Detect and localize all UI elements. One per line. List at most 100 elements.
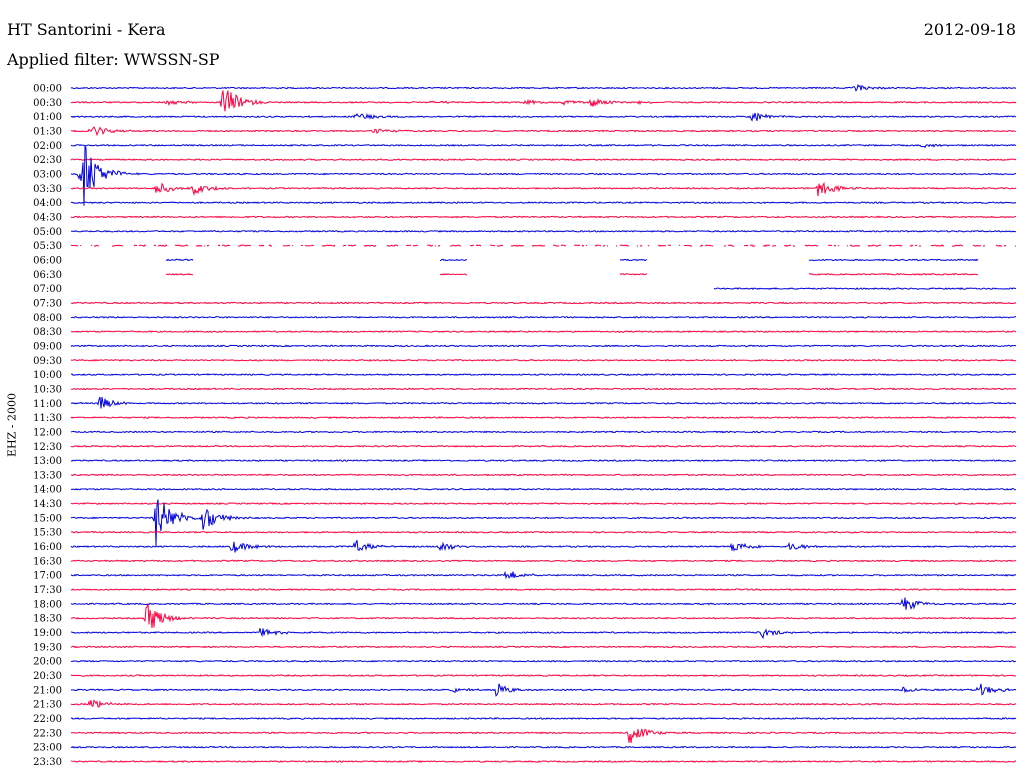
- time-tick-label: 16:00: [33, 542, 62, 553]
- time-tick-label: 19:30: [33, 642, 62, 653]
- time-tick-label: 23:00: [33, 743, 62, 754]
- trace-line: [70, 645, 1017, 649]
- time-tick-label: 20:00: [33, 657, 62, 668]
- time-tick-label: 15:30: [33, 528, 62, 539]
- trace-line: [70, 83, 1017, 92]
- trace-line: [70, 416, 1017, 419]
- time-tick-label: 13:00: [33, 456, 62, 467]
- time-tick-label: 11:30: [33, 413, 62, 424]
- time-tick-label: 17:00: [33, 571, 62, 582]
- time-tick-label: 02:30: [33, 155, 62, 166]
- time-tick-label: 09:00: [33, 341, 62, 352]
- trace-line: [70, 396, 1017, 409]
- time-tick-label: 00:00: [33, 84, 62, 95]
- trace-line: [70, 570, 1017, 580]
- trace-line: [70, 499, 1017, 546]
- time-tick-label: 18:00: [33, 599, 62, 610]
- time-tick-label: 05:00: [33, 227, 62, 238]
- time-tick-label: 18:30: [33, 614, 62, 625]
- trace-line: [70, 459, 1017, 462]
- time-tick-label: 09:30: [33, 356, 62, 367]
- time-tick-label: 14:00: [33, 485, 62, 496]
- trace-line: [165, 258, 979, 262]
- trace-line: [70, 728, 1017, 744]
- trace-line: [70, 674, 1016, 677]
- time-tick-label: 00:30: [33, 98, 62, 109]
- time-tick-label: 21:00: [33, 685, 62, 696]
- time-tick-label: 11:00: [33, 399, 62, 410]
- trace-line: [71, 181, 1017, 197]
- trace-line: [70, 344, 1017, 348]
- time-tick-label: 04:00: [33, 198, 62, 209]
- trace-line: [70, 487, 1016, 491]
- station-title: HT Santorini - Kera: [7, 20, 166, 39]
- time-tick-label: 05:30: [33, 241, 62, 252]
- trace-line: [70, 201, 1017, 204]
- trace-line: [70, 502, 1017, 505]
- time-tick-label: 12:30: [33, 442, 62, 453]
- trace-line: [70, 628, 1017, 640]
- trace-line: [70, 143, 1017, 149]
- trace-line: [70, 659, 1017, 663]
- time-tick-label: 14:30: [33, 499, 62, 510]
- time-tick-label: 10:30: [33, 384, 62, 395]
- trace-line: [70, 315, 1016, 319]
- time-tick-label: 07:00: [33, 284, 62, 295]
- trace-line: [70, 430, 1017, 434]
- trace-line: [70, 444, 1017, 448]
- time-tick-label: 16:30: [33, 556, 62, 567]
- trace-line: [70, 530, 1017, 534]
- time-tick-label: 21:30: [33, 700, 62, 711]
- record-date: 2012-09-18: [923, 20, 1016, 39]
- trace-line: [70, 112, 1017, 122]
- time-tick-label: 01:30: [33, 126, 62, 137]
- time-tick-label: 08:00: [33, 313, 62, 324]
- trace-line: [70, 144, 1017, 206]
- trace-line: [70, 745, 1017, 749]
- trace-line: [70, 473, 1017, 477]
- time-tick-label: 22:30: [33, 728, 62, 739]
- trace-line: [70, 229, 1017, 233]
- time-tick-label: 17:30: [33, 585, 62, 596]
- filter-label: Applied filter: WWSSN-SP: [7, 50, 220, 69]
- time-tick-label: 03:30: [33, 184, 62, 195]
- time-tick-label: 04:30: [33, 212, 62, 223]
- time-tick-label: 01:00: [33, 112, 62, 123]
- trace-line: [70, 126, 1017, 137]
- trace-line: [70, 330, 1017, 333]
- time-tick-label: 06:30: [33, 270, 62, 281]
- trace-line: [70, 597, 1017, 610]
- trace-line: [70, 215, 1017, 219]
- time-tick-label: 02:00: [33, 141, 62, 152]
- trace-line: [70, 559, 1017, 563]
- time-tick-label: 12:00: [33, 427, 62, 438]
- time-tick-label: 13:30: [33, 470, 62, 481]
- trace-line: [70, 90, 1017, 112]
- time-tick-label: 15:00: [33, 513, 62, 524]
- trace-line: [70, 717, 1017, 720]
- trace-line: [70, 588, 1017, 591]
- time-tick-label: 23:30: [33, 757, 62, 768]
- trace-line: [70, 603, 1017, 628]
- time-tick-label: 20:30: [33, 671, 62, 682]
- trace-line: [70, 244, 1017, 247]
- trace-line: [70, 683, 1017, 697]
- trace-line: [713, 287, 1017, 291]
- time-tick-label: 07:30: [33, 298, 62, 309]
- trace-line: [70, 358, 1017, 362]
- trace-line: [70, 301, 1017, 305]
- trace-line: [70, 387, 1017, 391]
- time-tick-label: 10:00: [33, 370, 62, 381]
- trace-line: [70, 699, 1017, 708]
- trace-line: [70, 760, 1017, 763]
- time-tick-label: 22:00: [33, 714, 62, 725]
- trace-line: [70, 373, 1017, 376]
- trace-line: [70, 158, 1017, 162]
- time-tick-label: 06:00: [33, 255, 62, 266]
- trace-line: [70, 540, 1017, 553]
- time-tick-label: 08:30: [33, 327, 62, 338]
- time-tick-label: 03:00: [33, 169, 62, 180]
- time-tick-label: 19:00: [33, 628, 62, 639]
- trace-line: [166, 272, 978, 276]
